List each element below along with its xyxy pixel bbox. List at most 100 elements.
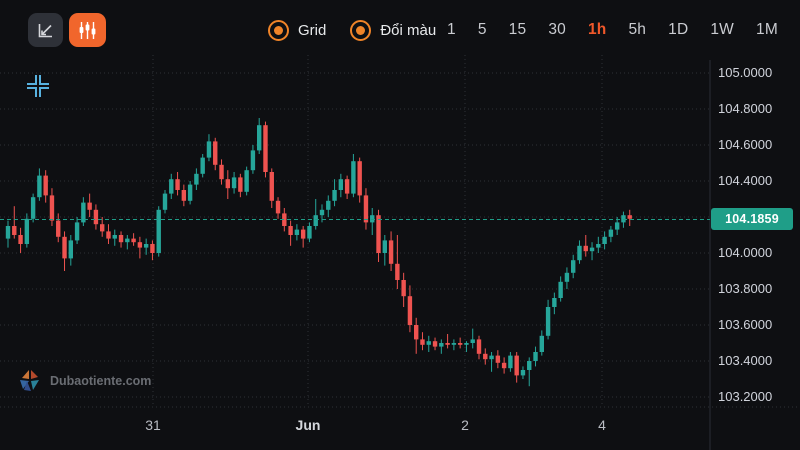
- candle-body: [621, 215, 626, 223]
- candle-body: [445, 343, 450, 345]
- line-chart-type-button[interactable]: [28, 13, 63, 47]
- candle-body: [476, 339, 482, 354]
- candle-body: [539, 335, 544, 352]
- timeframe-1[interactable]: 1: [447, 21, 456, 38]
- timeframe-15[interactable]: 15: [508, 21, 527, 38]
- timeframe-1h[interactable]: 1h: [587, 21, 607, 38]
- candle-body: [451, 343, 457, 345]
- price-axis-label: 103.6000: [718, 317, 773, 332]
- candle-body: [489, 355, 494, 360]
- candle-body: [614, 222, 620, 230]
- candle-body: [100, 224, 105, 232]
- candle-body: [571, 260, 576, 273]
- grid-toggle-label: Grid: [298, 21, 327, 39]
- candle-body: [194, 173, 199, 185]
- time-axis-label: 31: [145, 417, 161, 433]
- candle-body: [583, 245, 588, 252]
- candle-body: [577, 245, 582, 261]
- candle-body: [564, 272, 570, 282]
- candle-body: [37, 175, 42, 198]
- candlestick-chart-type-button[interactable]: [69, 13, 106, 47]
- candle-body: [187, 184, 193, 201]
- candle-body: [150, 244, 155, 253]
- candle-body: [275, 200, 281, 214]
- time-axis-label: 2: [461, 417, 469, 433]
- candle-body: [338, 179, 344, 190]
- candle-body: [357, 161, 362, 196]
- toolbar: Grid Đổi màu 1 5 15 30 1h 5h 1D 1W 1M: [0, 0, 800, 60]
- candle-body: [527, 361, 532, 370]
- candle-body: [319, 209, 325, 216]
- candle-body: [407, 296, 413, 325]
- candle-body: [313, 215, 318, 226]
- timeframe-30[interactable]: 30: [548, 21, 566, 38]
- candle-body: [608, 229, 614, 237]
- display-toggles: Grid Đổi màu: [268, 0, 450, 60]
- price-axis-label: 103.2000: [718, 389, 773, 404]
- candle-body: [62, 236, 67, 259]
- candle-body: [558, 281, 563, 298]
- candle-body: [263, 125, 268, 172]
- candle-body: [589, 247, 595, 252]
- grid-toggle-radio-icon: [268, 19, 289, 41]
- candle-body: [294, 229, 300, 235]
- candle-body: [206, 141, 212, 158]
- candle-body: [269, 172, 274, 201]
- candle-body: [282, 213, 287, 226]
- crosshair-corners-icon[interactable]: [27, 75, 49, 97]
- candle-body: [143, 244, 149, 248]
- candle-body: [24, 218, 30, 244]
- candle-body: [426, 341, 431, 345]
- candle-body: [627, 215, 632, 219]
- candle-body: [175, 179, 180, 190]
- candle-body: [552, 298, 557, 307]
- price-axis-label: 104.4000: [718, 173, 773, 188]
- price-axis-label: 103.4000: [718, 353, 773, 368]
- candle-body: [307, 226, 312, 239]
- candle-body: [332, 190, 337, 201]
- candle-body: [414, 325, 419, 340]
- candle-body: [351, 161, 356, 194]
- candle-body: [118, 235, 124, 243]
- watermark-text: Dubaotiente.com: [50, 373, 152, 388]
- candle-body: [432, 341, 438, 347]
- candle-body: [231, 177, 237, 189]
- candle-body: [18, 235, 23, 244]
- candle-body: [470, 339, 475, 343]
- timeframe-1D[interactable]: 1D: [668, 21, 689, 38]
- candle-body: [326, 200, 331, 210]
- candle-body: [81, 202, 86, 223]
- change-color-toggle[interactable]: Đổi màu: [350, 19, 436, 41]
- candle-body: [30, 197, 36, 219]
- candle-body: [162, 193, 168, 210]
- candle-body: [514, 355, 519, 376]
- candle-body: [501, 362, 507, 369]
- candle-body: [382, 240, 387, 253]
- timeframe-5h[interactable]: 5h: [628, 21, 647, 38]
- price-axis-label: 104.8000: [718, 101, 773, 116]
- candle-body: [213, 141, 218, 165]
- timeframe-1M[interactable]: 1M: [756, 21, 778, 38]
- timeframe-5[interactable]: 5: [477, 21, 487, 38]
- candle-body: [87, 202, 92, 210]
- candle-body: [125, 238, 130, 243]
- grid-toggle[interactable]: Grid: [268, 19, 327, 41]
- candle-body: [288, 226, 293, 235]
- candle-body: [300, 229, 306, 239]
- candle-body: [131, 238, 136, 243]
- candle-body: [602, 236, 607, 244]
- candle-body: [420, 339, 425, 345]
- price-axis-label: 103.8000: [718, 281, 773, 296]
- candle-body: [181, 190, 187, 201]
- timeframe-selector: 1 5 15 30 1h 5h 1D 1W 1M: [436, 0, 790, 60]
- candle-body: [106, 231, 111, 239]
- candle-body: [137, 242, 143, 248]
- timeframe-1W[interactable]: 1W: [710, 21, 734, 38]
- candle-body: [533, 352, 538, 361]
- candle-body: [112, 235, 117, 239]
- candle-body: [344, 179, 350, 194]
- current-price-badge: 104.1859: [711, 208, 793, 230]
- candle-body: [545, 307, 551, 336]
